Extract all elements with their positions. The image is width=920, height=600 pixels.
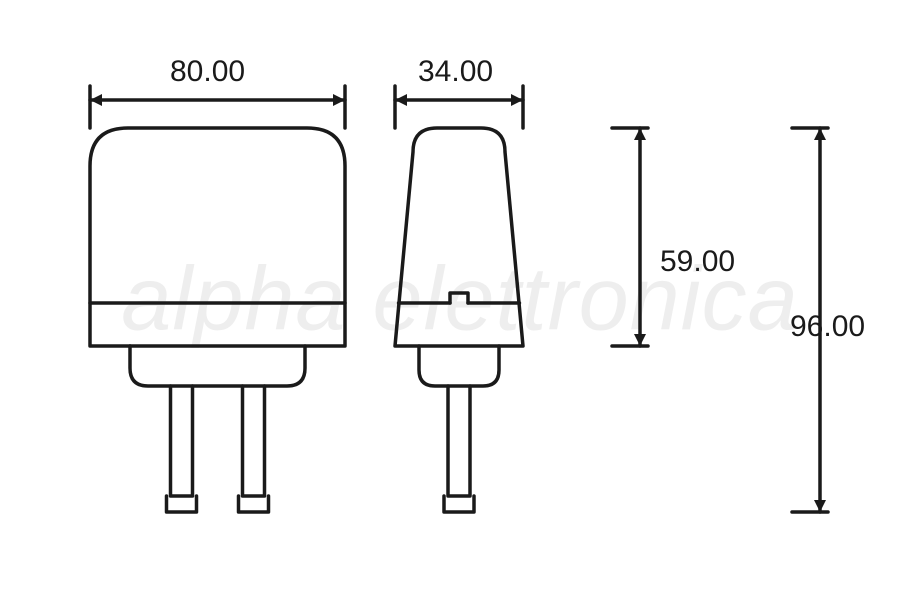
dim-label-width-side: 34.00 [418, 55, 493, 89]
dim-label-width-front: 80.00 [170, 55, 245, 89]
dim-label-height-body: 59.00 [660, 245, 735, 279]
dim-label-height-total: 96.00 [790, 310, 865, 344]
technical-drawing [0, 0, 920, 600]
